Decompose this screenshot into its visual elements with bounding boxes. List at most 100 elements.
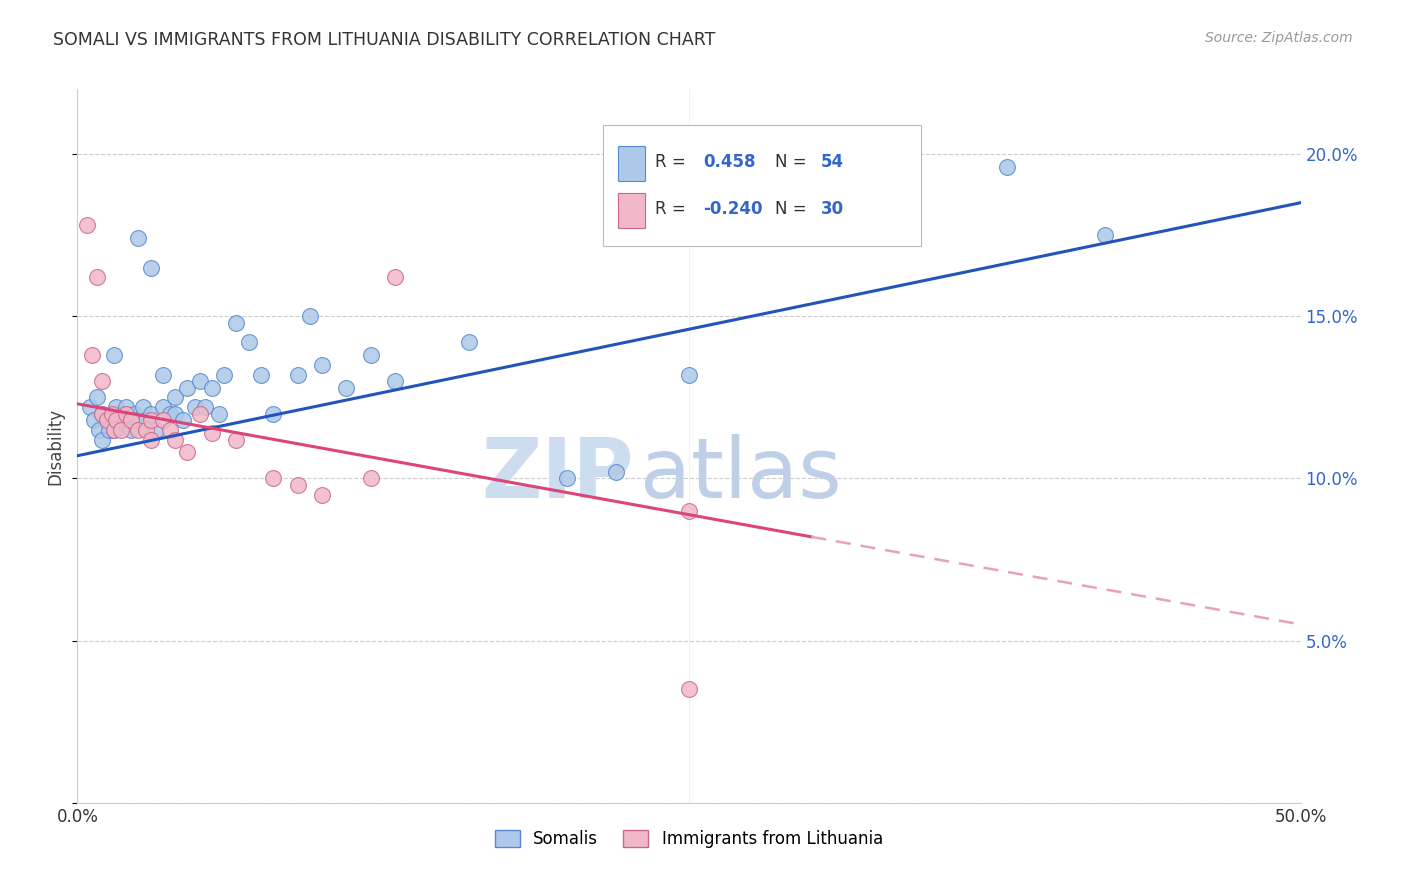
Point bbox=[122, 407, 145, 421]
Point bbox=[176, 445, 198, 459]
Point bbox=[159, 423, 181, 437]
Point bbox=[225, 433, 247, 447]
Point bbox=[139, 413, 162, 427]
Point bbox=[384, 374, 406, 388]
Text: atlas: atlas bbox=[640, 434, 842, 515]
Point bbox=[262, 471, 284, 485]
Point bbox=[139, 407, 162, 421]
Point bbox=[115, 413, 138, 427]
Point bbox=[193, 400, 215, 414]
Point bbox=[120, 423, 142, 437]
Point bbox=[188, 374, 211, 388]
Point bbox=[89, 423, 111, 437]
Point bbox=[120, 413, 142, 427]
Point bbox=[90, 374, 112, 388]
Point bbox=[86, 390, 108, 404]
Point bbox=[165, 433, 187, 447]
Point bbox=[287, 368, 309, 382]
Point bbox=[90, 407, 112, 421]
Point bbox=[110, 423, 132, 437]
Point bbox=[115, 400, 138, 414]
Text: -0.240: -0.240 bbox=[703, 200, 763, 218]
Point bbox=[311, 488, 333, 502]
Text: 0.458: 0.458 bbox=[703, 153, 756, 171]
Bar bbox=[619, 146, 645, 180]
Point bbox=[139, 433, 162, 447]
Point bbox=[172, 413, 194, 427]
Point bbox=[176, 381, 198, 395]
Text: SOMALI VS IMMIGRANTS FROM LITHUANIA DISABILITY CORRELATION CHART: SOMALI VS IMMIGRANTS FROM LITHUANIA DISA… bbox=[53, 31, 716, 49]
Point bbox=[605, 465, 627, 479]
Point bbox=[678, 368, 700, 382]
Point bbox=[139, 260, 162, 275]
Point bbox=[76, 219, 98, 233]
Point bbox=[457, 335, 479, 350]
Point bbox=[135, 423, 157, 437]
Text: R =: R = bbox=[655, 153, 690, 171]
Point bbox=[238, 335, 260, 350]
Point bbox=[105, 400, 128, 414]
Point bbox=[96, 413, 118, 427]
Point bbox=[360, 348, 382, 362]
Point bbox=[201, 381, 224, 395]
Point bbox=[115, 407, 138, 421]
Point bbox=[100, 407, 122, 421]
Point bbox=[555, 471, 578, 485]
Point bbox=[127, 423, 149, 437]
Text: ZIP: ZIP bbox=[481, 434, 634, 515]
Point bbox=[287, 478, 309, 492]
Text: Source: ZipAtlas.com: Source: ZipAtlas.com bbox=[1205, 31, 1353, 45]
Point bbox=[98, 423, 121, 437]
Text: R =: R = bbox=[655, 200, 690, 218]
FancyBboxPatch shape bbox=[603, 125, 921, 246]
Point bbox=[105, 413, 128, 427]
Point bbox=[1094, 228, 1116, 243]
Point bbox=[298, 310, 321, 324]
Point bbox=[103, 423, 125, 437]
Bar bbox=[619, 194, 645, 227]
Text: N =: N = bbox=[775, 200, 811, 218]
Point bbox=[96, 413, 118, 427]
Point bbox=[201, 425, 224, 440]
Point bbox=[152, 400, 174, 414]
Point bbox=[212, 368, 235, 382]
Point bbox=[132, 400, 155, 414]
Point bbox=[678, 504, 700, 518]
Point bbox=[678, 682, 700, 697]
Legend: Somalis, Immigrants from Lithuania: Somalis, Immigrants from Lithuania bbox=[488, 823, 890, 855]
Point bbox=[135, 413, 157, 427]
Point bbox=[184, 400, 207, 414]
Point bbox=[127, 413, 149, 427]
Point bbox=[208, 407, 231, 421]
Point bbox=[108, 409, 131, 424]
Text: 54: 54 bbox=[821, 153, 844, 171]
Point bbox=[335, 381, 357, 395]
Point bbox=[86, 270, 108, 285]
Point bbox=[90, 433, 112, 447]
Point bbox=[250, 368, 273, 382]
Point bbox=[188, 407, 211, 421]
Point bbox=[225, 316, 247, 330]
Point bbox=[152, 368, 174, 382]
Point bbox=[311, 358, 333, 372]
Point bbox=[83, 413, 105, 427]
Point bbox=[80, 348, 103, 362]
Point bbox=[995, 160, 1018, 174]
Y-axis label: Disability: Disability bbox=[46, 408, 65, 484]
Text: N =: N = bbox=[775, 153, 811, 171]
Point bbox=[262, 407, 284, 421]
Point bbox=[159, 407, 181, 421]
Point bbox=[360, 471, 382, 485]
Point bbox=[79, 400, 101, 414]
Point bbox=[165, 390, 187, 404]
Point bbox=[90, 407, 112, 421]
Point bbox=[110, 419, 132, 434]
Point bbox=[103, 423, 125, 437]
Point bbox=[152, 413, 174, 427]
Point bbox=[103, 348, 125, 362]
Point bbox=[112, 407, 135, 421]
Point bbox=[127, 231, 149, 245]
Point bbox=[384, 270, 406, 285]
Point bbox=[145, 423, 167, 437]
Text: 30: 30 bbox=[821, 200, 844, 218]
